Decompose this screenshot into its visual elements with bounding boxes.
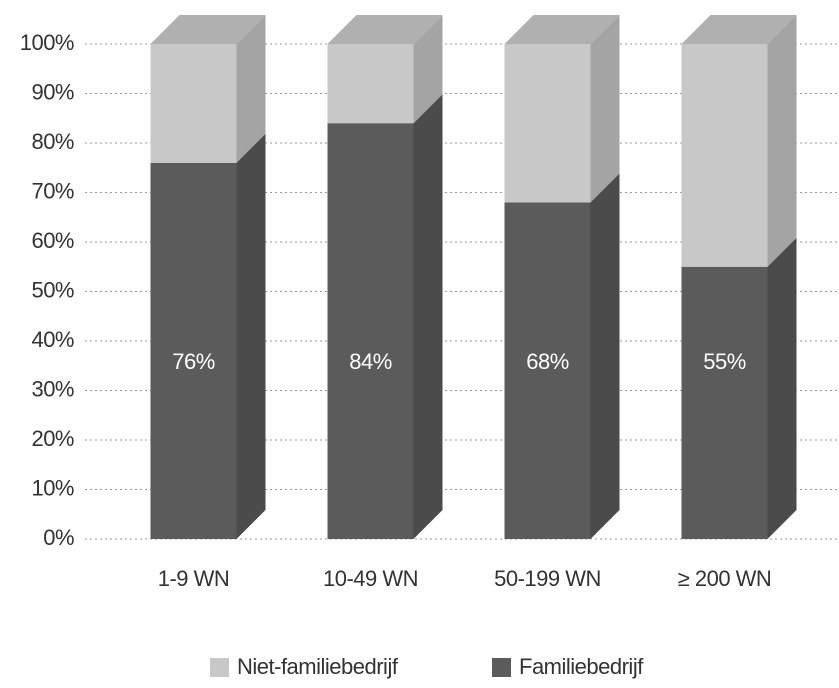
bar-top: [327, 15, 443, 44]
legend-label: Familiebedrijf: [519, 654, 644, 679]
bar-top: [504, 15, 620, 44]
bar: [504, 44, 591, 203]
x-tick-label: 50-199 WN: [494, 566, 601, 591]
bar: [150, 44, 237, 163]
y-tick-label: 100%: [20, 30, 74, 55]
bar-side: [413, 15, 443, 124]
bar: [504, 202, 591, 539]
bar: [150, 162, 237, 540]
bar-side: [590, 15, 620, 203]
y-tick-label: 40%: [31, 327, 74, 352]
y-tick-label: 30%: [31, 376, 74, 401]
legend-swatch: [492, 658, 511, 677]
y-tick-label: 50%: [31, 277, 74, 302]
data-label: 84%: [349, 349, 392, 374]
bar-side: [236, 133, 266, 540]
legend-swatch: [210, 658, 229, 677]
y-tick-label: 80%: [31, 129, 74, 154]
bar-top: [681, 15, 797, 44]
bar-side: [767, 15, 797, 267]
bar-top: [150, 15, 266, 44]
bar: [327, 44, 414, 124]
data-label: 55%: [703, 349, 746, 374]
x-tick-label: 1-9 WN: [158, 566, 230, 591]
y-tick-label: 20%: [31, 426, 74, 451]
bar: [327, 123, 414, 539]
y-tick-label: 60%: [31, 228, 74, 253]
bar: [681, 44, 768, 267]
y-tick-label: 0%: [43, 525, 74, 550]
bar-side: [236, 15, 266, 163]
data-label: 76%: [172, 349, 215, 374]
y-tick-label: 70%: [31, 178, 74, 203]
y-tick-label: 90%: [31, 79, 74, 104]
bar-side: [590, 173, 620, 539]
x-tick-label: ≥ 200 WN: [678, 566, 772, 591]
x-tick-label: 10-49 WN: [323, 566, 418, 591]
bar-side: [413, 94, 443, 539]
bar: [681, 266, 768, 539]
data-label: 68%: [526, 349, 569, 374]
y-tick-label: 10%: [31, 475, 74, 500]
legend-label: Niet-familiebedrijf: [237, 654, 399, 679]
bar-side: [767, 237, 797, 539]
